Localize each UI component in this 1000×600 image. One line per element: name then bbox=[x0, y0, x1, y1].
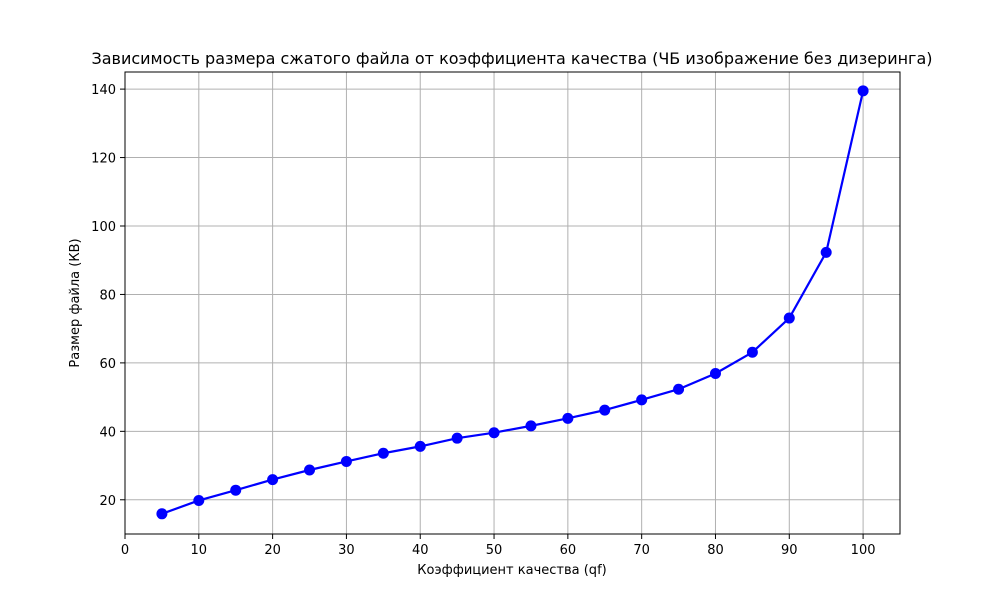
x-axis-label: Коэффициент качества (qf) bbox=[417, 563, 606, 578]
data-point bbox=[230, 484, 242, 496]
data-point bbox=[783, 312, 795, 324]
data-point bbox=[340, 455, 352, 467]
plot-frame bbox=[124, 71, 901, 535]
data-point bbox=[304, 464, 316, 476]
data-point bbox=[451, 432, 463, 444]
series-layer bbox=[156, 85, 869, 520]
x-tick-label: 60 bbox=[560, 543, 577, 558]
y-tick-label: 100 bbox=[91, 220, 116, 235]
data-point bbox=[746, 346, 758, 358]
x-tick-label: 30 bbox=[338, 543, 355, 558]
data-point bbox=[562, 412, 574, 424]
data-point bbox=[636, 394, 648, 406]
x-tick-label: 0 bbox=[121, 543, 129, 558]
y-tick-label: 120 bbox=[91, 152, 116, 167]
y-axis: 20 40 60 80 100 120 140 bbox=[91, 83, 125, 509]
chart-title: Зависимость размера сжатого файла от коэ… bbox=[91, 49, 932, 68]
y-axis-label: Размер файла (КВ) bbox=[68, 238, 83, 367]
data-point bbox=[599, 404, 611, 416]
x-axis: 0 10 20 30 40 50 60 70 80 90 100 bbox=[121, 534, 876, 558]
data-point bbox=[673, 383, 685, 395]
y-tick-label: 20 bbox=[99, 494, 116, 509]
y-tick-label: 60 bbox=[99, 357, 116, 372]
data-point bbox=[267, 474, 279, 486]
x-tick-label: 70 bbox=[633, 543, 650, 558]
x-tick-label: 20 bbox=[264, 543, 281, 558]
series-line bbox=[161, 90, 865, 515]
x-tick-label: 100 bbox=[851, 543, 876, 558]
data-point bbox=[156, 508, 168, 520]
x-tick-label: 10 bbox=[191, 543, 208, 558]
data-point bbox=[820, 246, 832, 258]
data-point bbox=[377, 447, 389, 459]
x-tick-label: 40 bbox=[412, 543, 429, 558]
data-point bbox=[525, 420, 537, 432]
data-point bbox=[709, 367, 721, 379]
x-tick-label: 80 bbox=[707, 543, 724, 558]
data-point bbox=[193, 494, 205, 506]
data-point bbox=[488, 427, 500, 439]
y-tick-label: 40 bbox=[99, 425, 116, 440]
data-point bbox=[414, 440, 426, 452]
x-tick-label: 50 bbox=[486, 543, 503, 558]
grid bbox=[124, 72, 900, 534]
y-tick-label: 140 bbox=[91, 83, 116, 98]
data-point bbox=[857, 85, 869, 97]
y-tick-label: 80 bbox=[99, 288, 116, 303]
x-tick-label: 90 bbox=[781, 543, 798, 558]
